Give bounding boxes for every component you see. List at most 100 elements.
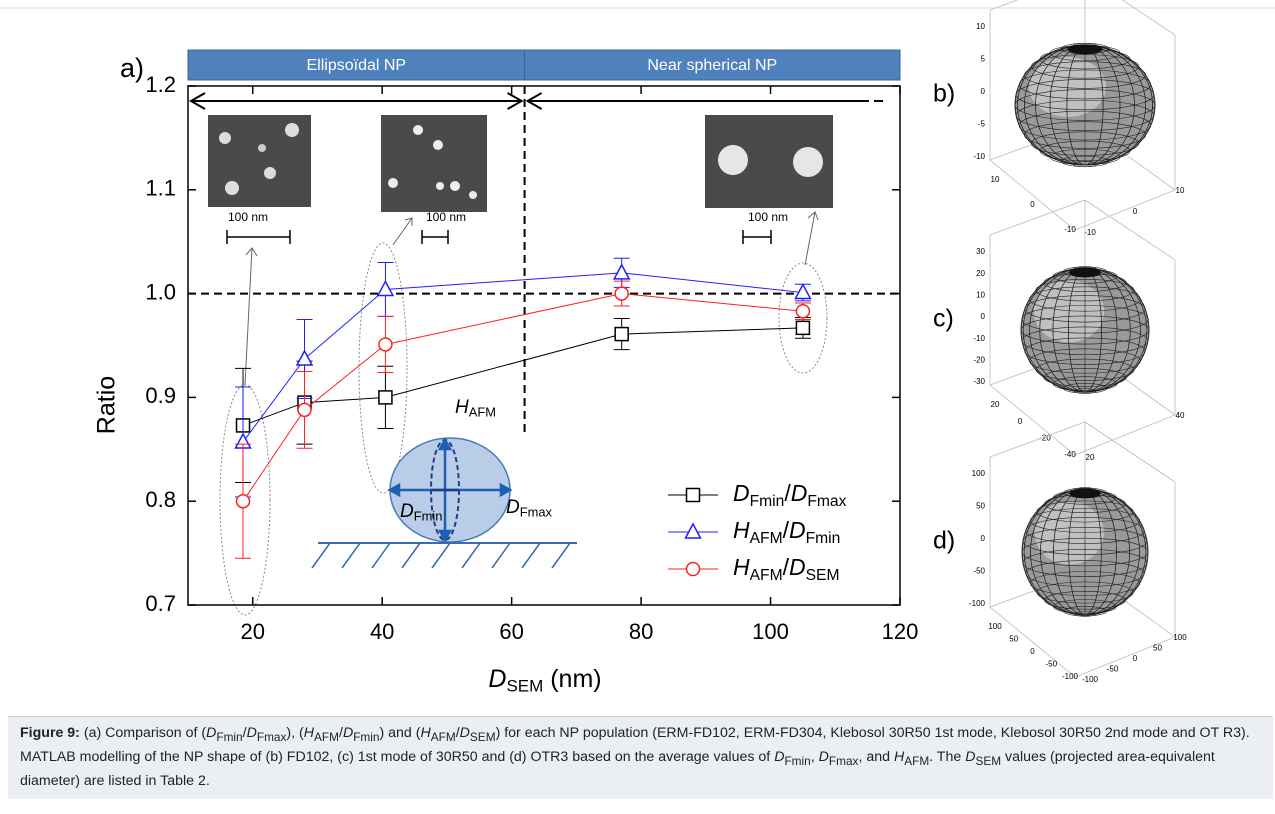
sphere-tick: -50 [1045,660,1057,669]
sphere-tick: -10 [1064,225,1076,234]
sphere-grid [1020,315,1150,345]
x-tick-label: 80 [629,619,653,644]
sphere-tick: 100 [1173,633,1187,642]
marker [794,282,812,300]
sphere-label: c) [933,305,954,333]
sphere-tick: 20 [976,269,985,278]
sphere-grid [1049,148,1121,165]
sphere-tick: -100 [969,599,986,608]
sphere-grid [1018,110,1152,141]
sphere-tick: 0 [1030,200,1035,209]
sphere-tick: 40 [1176,411,1185,420]
x-tick-label: 60 [499,619,523,644]
region-label: Near spherical NP [647,57,777,74]
sphere-grid [1035,279,1135,302]
sphere-grid [1015,79,1155,111]
marker [235,493,251,509]
series-line [242,327,803,426]
sphere-tick: 0 [1133,654,1138,663]
sphere-tick: -30 [973,377,985,386]
arrow-head [525,92,543,110]
sphere-tick: -20 [1039,433,1051,442]
sphere-pole [1067,44,1103,55]
figure: a) Ratio DSEM​ (nm) 100 nm 100 nm 100 nm [0,0,1275,696]
sphere-grid [1018,69,1152,100]
y-tick-label: 0.8 [145,487,176,512]
sphere-grid [1044,591,1126,610]
marker [614,326,629,342]
sphere-tick: 0 [981,312,986,321]
sphere-tick: 50 [1009,635,1018,644]
scale-label: 100 nm [748,210,788,224]
marker [795,320,811,336]
sphere-grid [1021,537,1149,567]
panel-label: a) [120,53,144,83]
region-label: Ellipsoïdal NP [306,57,406,74]
sphere-grid [1025,560,1145,587]
region-band [524,49,901,81]
caption-label: Figure 9: [20,725,80,741]
sphere-grid [1029,286,1141,312]
arrow-head [188,92,206,110]
sphere-grid [1022,548,1148,577]
scale-label: 100 nm [228,210,268,224]
sphere-tick: -20 [973,355,985,364]
sphere-tick: 0 [1018,417,1023,426]
schematic-label: HAFM​ [455,397,496,420]
caption-text: (a) Comparison of (DFmin/DFmax), (HAFM/D… [20,725,1250,789]
scale-label: 100 nm [426,210,466,224]
sphere-plot: c) 30 20 10 0 -10 -20 -30 20 0 -20 -40 20 40 [933,199,1185,462]
sphere-grid [1025,517,1145,544]
sphere-grid [1030,508,1140,533]
sphere-grid [1022,527,1148,556]
marker [378,390,393,405]
caption: Figure 9: (a) Comparison of (DFmin/DFmax… [8,716,1273,799]
sphere-tick: 10 [1176,186,1185,195]
legend-label: HAFM​/DSEM​ [733,554,839,584]
sphere-pole [1069,267,1101,278]
sphere-tick: 100 [988,622,1002,631]
sphere-tick: -10 [973,152,985,161]
series-line [242,272,803,443]
sphere-grid [1024,121,1146,149]
sphere-tick: 0 [981,87,986,96]
x-tick-label: 40 [370,619,394,644]
sphere-grid [1024,61,1146,89]
sphere-tick: 30 [976,247,985,256]
sphere-grid [1029,348,1141,374]
sphere-tick: 20 [991,400,1000,409]
schematic-label: DFmax​ [506,497,553,520]
sphere-tick: -50 [1107,665,1119,674]
y-tick-label: 0.9 [145,383,176,408]
sphere-tick: 10 [976,290,985,299]
sphere-grid [1030,571,1140,596]
sphere-grid [1053,599,1117,614]
legend-label: HAFM​/DFmin​ [733,517,840,547]
sphere-grid [1035,358,1135,381]
sphere-tick: 10 [976,22,985,31]
marker [378,337,393,352]
sphere-tick: -40 [1064,450,1076,459]
marker [612,263,631,280]
sphere-tick: -50 [973,567,985,576]
x-tick-label: 120 [882,619,919,644]
x-axis-label: DSEM​ (nm) [488,665,601,696]
series-line [242,293,803,502]
sphere-grid [1031,131,1139,156]
schematic [311,437,577,569]
sphere-tick: 20 [1086,453,1095,462]
sphere-tick: -10 [1084,228,1096,237]
legend-marker [684,522,702,539]
marker [795,303,811,319]
sphere-label: d) [933,527,955,555]
sem-insets [208,115,833,386]
sphere-grid [1024,295,1146,323]
y-tick-label: 1.0 [145,279,176,304]
schematic-label: DFmin​ [400,501,442,524]
sphere-grid [1052,376,1118,392]
sphere-tick: 0 [1133,207,1138,216]
sphere-tick: 50 [976,502,985,511]
sphere-tick: 50 [1153,644,1162,653]
sphere-label: b) [933,80,955,108]
